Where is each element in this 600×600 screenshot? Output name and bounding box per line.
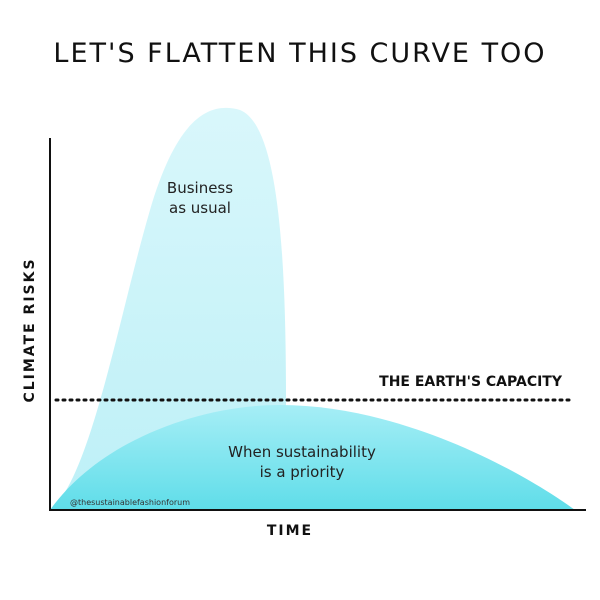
y-axis-label: CLIMATE RISKS — [22, 257, 38, 402]
capacity-label: THE EARTH'S CAPACITY — [379, 374, 563, 390]
sustainable-curve — [50, 405, 575, 510]
x-axis-label: TIME — [267, 523, 313, 539]
title: LET'S FLATTEN THIS CURVE TOO — [53, 38, 546, 69]
credit: @thesustainablefashionforum — [70, 498, 190, 507]
business-label: Business — [167, 179, 233, 197]
business-label: as usual — [169, 199, 231, 217]
sustainability-label: is a priority — [260, 463, 345, 481]
sustainability-label: When sustainability — [228, 443, 376, 461]
business-curve — [50, 107, 286, 510]
